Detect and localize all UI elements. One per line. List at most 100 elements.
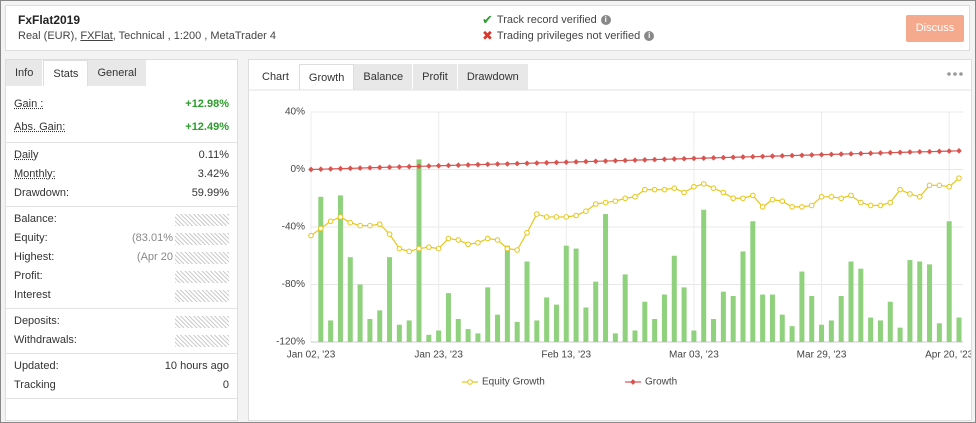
bar: [936, 323, 942, 342]
point: [308, 232, 314, 239]
bar: [396, 324, 402, 342]
stats-value: [173, 334, 229, 347]
point: [759, 153, 766, 160]
stats-row: Tracking 0: [6, 376, 237, 395]
discuss-button[interactable]: Discuss: [906, 15, 964, 42]
point: [592, 201, 599, 207]
bar: [711, 319, 717, 342]
point: [376, 164, 383, 171]
point: [691, 155, 697, 162]
legend-label: Equity Growth: [482, 377, 545, 388]
stats-label: Interest: [14, 289, 51, 301]
line: [310, 177, 960, 253]
point: [848, 151, 854, 157]
bar: [769, 294, 775, 342]
bar: [799, 271, 805, 342]
stats-tab[interactable]: Stats: [43, 60, 89, 86]
bar: [877, 320, 883, 342]
stats-value-text: 0: [222, 379, 229, 391]
info-icon[interactable]: i: [600, 15, 611, 25]
stats-tab[interactable]: Info: [6, 60, 44, 86]
point: [877, 150, 884, 156]
redacted-value: [175, 213, 229, 226]
point: [700, 181, 707, 187]
stats-row: Abs. Gain: +12.49%: [6, 116, 237, 139]
bar: [337, 195, 343, 342]
stats-label: Equity:: [14, 232, 48, 244]
point: [720, 154, 727, 161]
account-type: Real (EUR),: [18, 30, 78, 42]
bar: [583, 307, 589, 342]
chart-tab[interactable]: Balance: [354, 64, 414, 90]
stats-value: [173, 315, 229, 328]
info-icon[interactable]: i: [644, 31, 655, 41]
stats-label[interactable]: Abs. Gain:: [14, 121, 66, 133]
point: [749, 153, 756, 160]
point: [857, 150, 864, 157]
stats-value-text: 10 hours ago: [164, 360, 229, 372]
point: [573, 212, 579, 219]
point: [641, 157, 648, 163]
bar: [848, 261, 854, 342]
y-tick-label: -120%: [276, 337, 305, 348]
point: [357, 222, 363, 229]
point: [651, 156, 658, 163]
point: [524, 160, 530, 167]
point: [543, 159, 550, 166]
point: [435, 162, 442, 169]
point: [484, 235, 491, 242]
y-tick-label: 0%: [291, 164, 306, 175]
point: [465, 162, 471, 168]
stats-row: Highest: (Apr 20: [6, 248, 237, 267]
x-tick-label: Mar 03, '23: [669, 350, 719, 361]
stats-row: Updated: 10 hours ago: [6, 357, 237, 376]
point: [828, 151, 835, 158]
stats-value: (83.01%: [132, 229, 229, 248]
bar: [897, 327, 903, 342]
legend-marker: [630, 379, 636, 385]
point: [897, 149, 903, 156]
bar: [426, 334, 432, 342]
bar: [436, 330, 442, 342]
point: [916, 148, 923, 155]
bar: [652, 319, 658, 342]
bar: [671, 255, 677, 342]
more-menu[interactable]: [947, 72, 963, 76]
stats-panel: Info Stats General Gain : +12.98% Abs. Gain:…: [5, 59, 238, 421]
point: [789, 204, 795, 210]
stats-label[interactable]: Monthly:: [14, 168, 56, 180]
chart-tab[interactable]: Chart: [253, 64, 299, 90]
stats-value: +12.98%: [185, 93, 229, 116]
bar: [828, 320, 834, 342]
stats-tab[interactable]: General: [88, 60, 147, 86]
stats-group: Deposits: Withdrawals:: [6, 309, 237, 354]
bar: [514, 321, 520, 342]
bar: [504, 245, 510, 342]
account-subtitle: Real (EUR), FXFlat, Technical , 1:200 , …: [18, 30, 276, 42]
chart-tab[interactable]: Profit: [413, 64, 458, 90]
stats-value: [173, 213, 229, 226]
point: [563, 214, 570, 220]
bar: [661, 294, 667, 342]
stats-label[interactable]: Gain :: [14, 98, 44, 110]
chart-tab[interactable]: Growth: [298, 64, 355, 90]
point: [396, 245, 403, 252]
bar: [622, 274, 628, 342]
point: [455, 162, 462, 169]
stats-label: Balance:: [14, 213, 57, 225]
bar: [495, 314, 501, 342]
point: [916, 194, 923, 200]
point: [730, 195, 736, 202]
stats-value-text: 59.99%: [191, 187, 229, 199]
bar: [691, 330, 697, 342]
stats-label[interactable]: Daily: [14, 149, 39, 161]
bar: [573, 248, 579, 342]
chart-tab[interactable]: Drawdown: [457, 64, 529, 90]
bar: [475, 333, 481, 342]
bar: [544, 297, 550, 342]
point: [769, 196, 776, 203]
broker-link[interactable]: FXFlat: [80, 30, 113, 42]
stats-value: +12.49%: [185, 116, 229, 139]
stats-value-text: (83.01%: [132, 232, 173, 244]
point: [583, 208, 589, 214]
